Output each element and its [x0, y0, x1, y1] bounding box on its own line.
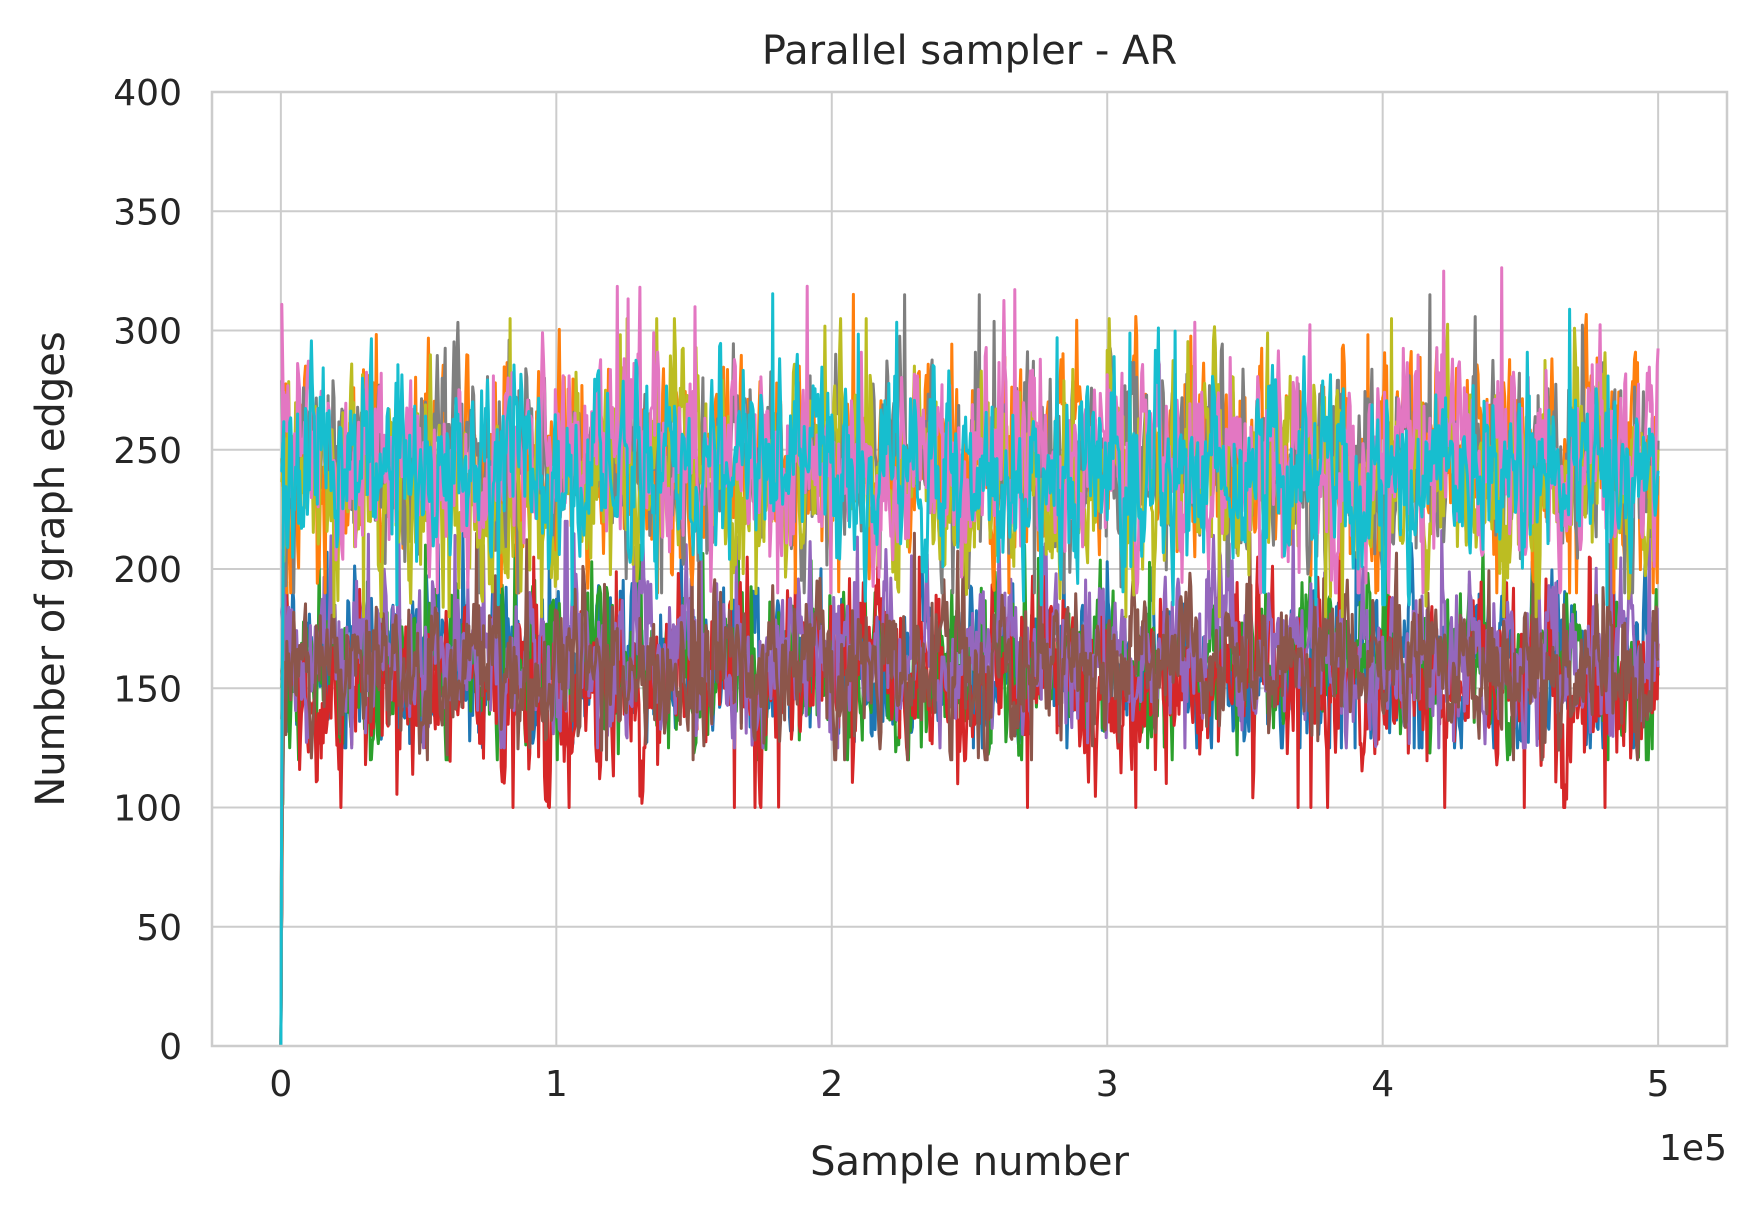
- chart-title: Parallel sampler - AR: [762, 28, 1177, 74]
- y-tick-label: 200: [113, 550, 182, 591]
- x-tick-label: 0: [269, 1064, 292, 1105]
- series-line: [279, 317, 1660, 1047]
- series-line: [279, 531, 1660, 1047]
- x-tick-label: 5: [1647, 1064, 1670, 1105]
- plot-frame: [210, 90, 1729, 1048]
- x-tick-label: 4: [1371, 1064, 1394, 1105]
- y-tick-label: 250: [113, 431, 182, 472]
- x-tick-label: 2: [820, 1064, 843, 1105]
- y-tick-label: 300: [113, 312, 182, 353]
- y-tick-label: 0: [159, 1027, 182, 1068]
- y-tick-label: 150: [113, 669, 182, 710]
- series-layer: [279, 266, 1660, 1047]
- y-tick-label: 350: [113, 192, 182, 233]
- series-line: [279, 292, 1660, 1047]
- x-tick-label: 1: [545, 1064, 568, 1105]
- y-tick-label: 400: [113, 73, 182, 114]
- y-tick-label: 50: [136, 908, 182, 949]
- y-tick-label: 100: [113, 789, 182, 830]
- y-axis-label: Number of graph edges: [28, 331, 74, 806]
- x-tick-label: 3: [1096, 1064, 1119, 1105]
- x-axis-offset-text: 1e5: [1659, 1128, 1727, 1169]
- x-axis-label: Sample number: [810, 1139, 1129, 1185]
